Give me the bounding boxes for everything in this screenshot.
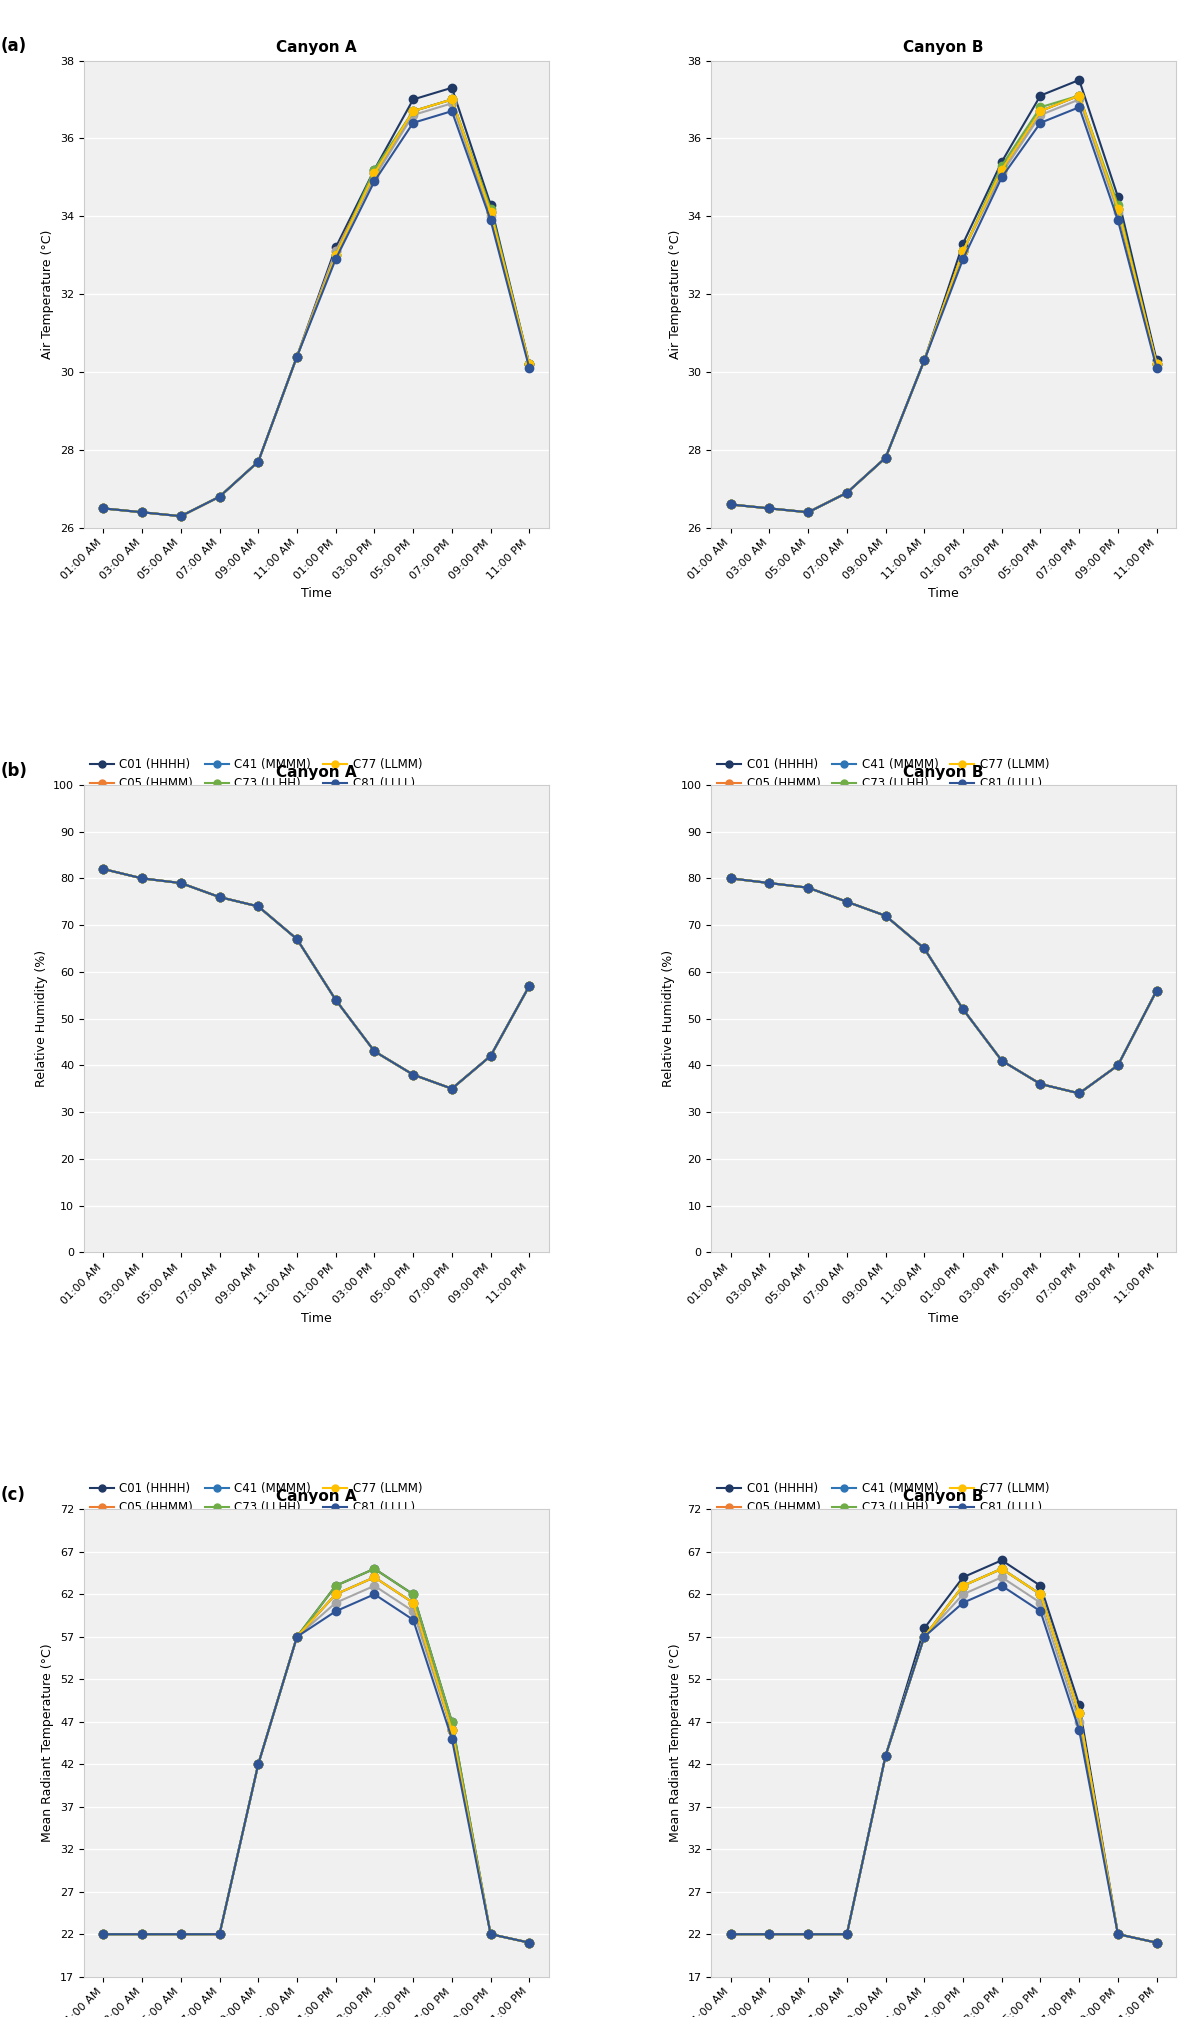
X-axis label: Time: Time	[929, 587, 959, 601]
Title: Canyon A: Canyon A	[276, 40, 356, 54]
Text: (b): (b)	[0, 762, 28, 779]
X-axis label: Time: Time	[301, 1311, 331, 1325]
Title: Canyon B: Canyon B	[904, 1489, 984, 1505]
Title: Canyon B: Canyon B	[904, 40, 984, 54]
Title: Canyon A: Canyon A	[276, 764, 356, 781]
Text: (a): (a)	[0, 36, 26, 54]
Y-axis label: Air Temperature (°C): Air Temperature (°C)	[42, 230, 54, 359]
Legend: C01 (HHHH), C05 (HHMM), C09 (HHLL), C41 (MMMM), C73 (LLHH), C77 (LLMM), C81 (LLL: C01 (HHHH), C05 (HHMM), C09 (HHLL), C41 …	[718, 758, 1049, 809]
X-axis label: Time: Time	[301, 587, 331, 601]
Text: (c): (c)	[0, 1487, 25, 1505]
Legend: C01 (HHHH), C05 (HHMM), C09 (HHLL), C41 (MMMM), C73 (LLHH), C77 (LLMM), C81 (LLL: C01 (HHHH), C05 (HHMM), C09 (HHLL), C41 …	[90, 1482, 422, 1533]
Y-axis label: Mean Radiant Temperature (°C): Mean Radiant Temperature (°C)	[668, 1644, 682, 1842]
Title: Canyon B: Canyon B	[904, 764, 984, 781]
Y-axis label: Air Temperature (°C): Air Temperature (°C)	[668, 230, 682, 359]
X-axis label: Time: Time	[929, 1311, 959, 1325]
Y-axis label: Relative Humidity (%): Relative Humidity (%)	[662, 950, 676, 1087]
Legend: C01 (HHHH), C05 (HHMM), C09 (HHLL), C41 (MMMM), C73 (LLHH), C77 (LLMM), C81 (LLL: C01 (HHHH), C05 (HHMM), C09 (HHLL), C41 …	[90, 758, 422, 809]
Y-axis label: Relative Humidity (%): Relative Humidity (%)	[35, 950, 48, 1087]
Title: Canyon A: Canyon A	[276, 1489, 356, 1505]
Y-axis label: Mean Radiant Temperature (°C): Mean Radiant Temperature (°C)	[42, 1644, 54, 1842]
Legend: C01 (HHHH), C05 (HHMM), C09 (HHLL), C41 (MMMM), C73 (LLHH), C77 (LLMM), C81 (LLL: C01 (HHHH), C05 (HHMM), C09 (HHLL), C41 …	[718, 1482, 1049, 1533]
